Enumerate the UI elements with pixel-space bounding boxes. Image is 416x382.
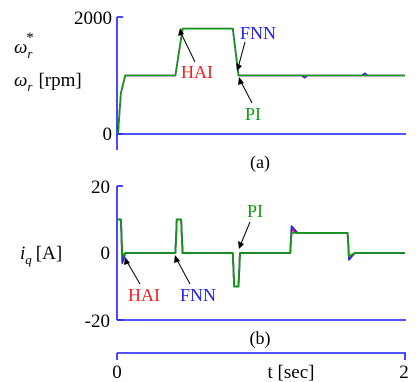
- time-tick-label-0: 0: [112, 362, 122, 382]
- speed-panel: 2000 0 ωr* ωr [rpm] HAI FNN PI (a): [14, 8, 406, 173]
- current-ytick-20: 20: [91, 177, 110, 198]
- speed-annot-pi: PI: [245, 104, 261, 124]
- current-arrow-pi: [239, 221, 251, 247]
- speed-ytick-0: 0: [103, 124, 113, 145]
- current-series-group: [118, 218, 405, 288]
- speed-series-group: [117, 27, 405, 135]
- time-axis: 0 2 t [sec]: [112, 352, 409, 382]
- time-tick-label-2: 2: [399, 362, 409, 382]
- speed-ylabel-ref: ωr*: [14, 30, 33, 61]
- speed-arrow-pi: [239, 79, 253, 104]
- time-axis-label: t [sec]: [268, 362, 315, 382]
- speed-arrowhead-fnn: [236, 63, 242, 71]
- current-ytick-neg20: -20: [85, 311, 110, 332]
- current-panel: 20 0 -20 iq [A] HAI FNN PI (b): [20, 177, 406, 349]
- current-ylabel: iq [A]: [20, 243, 62, 267]
- speed-arrowhead-hai: [178, 28, 184, 36]
- current-annot-pi: PI: [247, 201, 263, 221]
- current-arrowhead-pi: [238, 241, 244, 249]
- current-arrow-hai: [125, 259, 141, 285]
- current-annot-fnn: FNN: [180, 285, 216, 305]
- speed-annot-fnn: FNN: [240, 23, 276, 43]
- speed-caption: (a): [250, 152, 270, 173]
- speed-series-fnn: [117, 27, 405, 135]
- current-arrow-fnn: [175, 257, 191, 285]
- speed-annot-hai: HAI: [181, 62, 213, 82]
- speed-ylabel-actual: ωr [rpm]: [14, 70, 82, 94]
- current-series-pi: [118, 218, 405, 288]
- speed-arrowhead-pi: [238, 77, 244, 85]
- speed-arrow-fnn: [237, 41, 246, 69]
- current-arrowhead-hai: [124, 257, 130, 265]
- current-annot-hai: HAI: [128, 285, 160, 305]
- speed-ytick-2000: 2000: [74, 8, 112, 29]
- current-ytick-0: 0: [101, 243, 111, 264]
- speed-arrow-hai: [179, 30, 196, 63]
- current-caption: (b): [250, 328, 271, 349]
- speed-series-hai: [117, 27, 405, 135]
- speed-series-pi: [117, 27, 405, 135]
- current-arrowhead-fnn: [174, 255, 180, 263]
